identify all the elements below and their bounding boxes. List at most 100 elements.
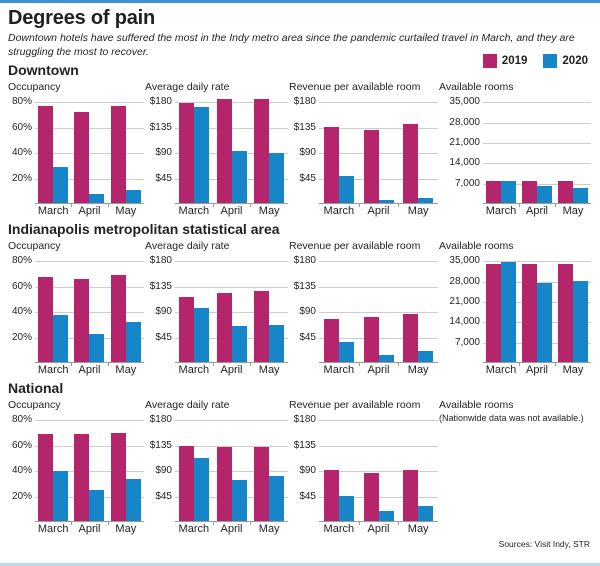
bar-may-2019: [403, 124, 419, 204]
bar-group-march: [319, 253, 359, 363]
gridline: [319, 127, 438, 129]
y-tick-label: $90: [155, 465, 172, 477]
x-label-may: May: [407, 205, 429, 218]
x-label-may: May: [258, 364, 280, 377]
bar-may-2019: [110, 106, 126, 204]
bar-march-2019: [38, 277, 54, 363]
bar-group-may: [250, 94, 288, 204]
bar-april-2019: [74, 434, 90, 522]
legend-label-2019: 2019: [501, 55, 528, 67]
y-tick-label: 35,000: [449, 255, 480, 267]
x-label-may: May: [258, 523, 280, 536]
bar-april-2019: [216, 447, 232, 522]
y-tick-label: $180: [149, 96, 172, 108]
x-label-march: March: [323, 364, 355, 377]
bar-group-march: [35, 253, 71, 363]
y-tick-label: $135: [293, 121, 316, 133]
gridline: [175, 261, 288, 263]
plot-area: $180 $135 $90 $45: [145, 94, 288, 208]
y-tick-label: $180: [149, 414, 172, 426]
chart-downtown-revenue-per-available-room: Revenue per available room $180 $135 $90 $45…: [289, 80, 438, 218]
gridline: [483, 281, 591, 283]
bar-group-april: [359, 412, 399, 522]
y-tick-label: $90: [299, 147, 316, 159]
chart-title: Average daily rate: [145, 399, 230, 412]
y-tick-label: $135: [149, 439, 172, 451]
bar-march-2019: [486, 264, 501, 363]
bars-layer: [35, 253, 144, 363]
gridline: [175, 102, 288, 104]
bar-march-2020: [501, 262, 516, 363]
plot-area: 80% 60% 40% 20%: [8, 253, 144, 367]
gridline: [175, 445, 288, 447]
bar-group-march: [483, 253, 519, 363]
bar-april-2020: [89, 334, 105, 363]
bar-march-2020: [193, 458, 209, 522]
chart-indianapolis-metropolitan-statistical-area-revenue-per-available-room: Revenue per available room $180 $135 $90 $45…: [289, 239, 438, 377]
plot-box: [175, 412, 288, 526]
bar-march-2019: [178, 297, 194, 363]
bar-group-march: [175, 94, 213, 204]
gridline: [483, 122, 591, 124]
x-axis-tick: [107, 203, 109, 208]
gridline: [319, 312, 438, 314]
bar-april-2020: [378, 511, 394, 522]
chart-title: Occupancy: [8, 240, 61, 253]
bar-may-2020: [125, 322, 141, 363]
x-axis-tick: [554, 362, 556, 367]
y-tick-label: $90: [299, 306, 316, 318]
gridline: [35, 153, 144, 155]
x-label-march: March: [178, 205, 210, 218]
bar-may-2019: [403, 470, 419, 522]
bar-april-2020: [537, 186, 552, 204]
y-tick-label: $45: [155, 490, 172, 502]
chart-row: Occupancy 80% 60% 40% 20% March April May Averag…: [8, 398, 592, 536]
gridline: [483, 143, 591, 145]
x-label-march: March: [323, 205, 355, 218]
y-axis: $180 $135 $90 $45: [145, 94, 175, 204]
y-axis: $180 $135 $90 $45: [145, 412, 175, 522]
x-axis-labels: March April May: [289, 363, 438, 377]
bar-group-march: [483, 94, 519, 204]
gridline: [483, 102, 591, 104]
x-axis-tick: [250, 203, 252, 208]
plot-box: [483, 94, 591, 208]
bar-may-2019: [254, 447, 270, 522]
bar-april-2020: [89, 490, 105, 522]
bars-layer: [175, 253, 288, 363]
y-tick-label: 21,000: [449, 137, 480, 149]
legend-swatch-2020: [543, 54, 558, 68]
x-axis-tick: [518, 203, 520, 208]
bar-march-2020: [501, 181, 516, 204]
x-axis-pad: [145, 363, 175, 377]
x-axis-labels: March April May: [8, 204, 144, 218]
bar-march-2020: [338, 496, 354, 522]
plot-area: $180 $135 $90 $45: [289, 412, 438, 526]
y-axis: $180 $135 $90 $45: [145, 253, 175, 363]
bar-may-2020: [573, 281, 588, 363]
gridline: [175, 127, 288, 129]
x-axis-labels: March April May: [8, 363, 144, 377]
y-tick-label: 14,000: [449, 316, 480, 328]
x-axis-labels: March April May: [145, 363, 288, 377]
bar-march-2019: [323, 127, 339, 204]
gridline: [35, 420, 144, 422]
x-axis-tick: [71, 203, 73, 208]
x-axis-labels: March April May: [439, 363, 591, 377]
x-label-april: April: [220, 205, 243, 218]
x-label-april: April: [367, 364, 390, 377]
bars-layer: [35, 412, 144, 522]
bar-april-2020: [378, 200, 394, 204]
x-label-march: March: [37, 364, 69, 377]
legend-swatch-2019: [482, 54, 497, 68]
chart-title: Revenue per available room: [289, 81, 421, 94]
bar-march-2019: [178, 103, 194, 204]
bar-march-2019: [38, 106, 54, 204]
x-label-may: May: [562, 205, 584, 218]
plot-box: [35, 412, 144, 526]
gridline: [35, 445, 144, 447]
bars-layer: [319, 412, 438, 522]
chart-national-average-daily-rate: Average daily rate $180 $135 $90 $45 March Apr…: [145, 398, 288, 536]
plot-box: [35, 253, 144, 367]
bars-layer: [175, 94, 288, 204]
